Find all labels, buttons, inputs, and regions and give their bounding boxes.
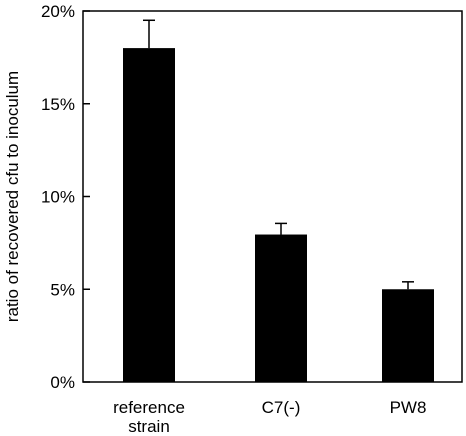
x-category-label-line: C7(-) [262, 398, 301, 417]
y-tick-label: 20% [41, 2, 75, 21]
y-tick-label: 10% [41, 188, 75, 207]
x-category-label-line: reference [113, 398, 185, 417]
bars-layer [123, 48, 434, 382]
x-category-label: C7(-) [262, 398, 301, 417]
y-tick-label: 5% [50, 280, 75, 299]
y-axis-title: ratio of recovered cfu to inoculum [3, 71, 22, 322]
x-category-label-line: strain [128, 417, 170, 436]
x-category-label-line: PW8 [390, 398, 427, 417]
x-category-label: reference strain [113, 398, 185, 436]
x-axis-labels: reference strain C7(-) PW8 [113, 398, 426, 436]
bar [382, 289, 434, 382]
bar [123, 48, 175, 382]
bar [255, 234, 307, 382]
error-bars-layer [143, 19, 414, 290]
y-tick-label: 0% [50, 373, 75, 392]
y-axis-ticks: 0% 5% 10% 15% 20% [41, 2, 90, 392]
y-tick-label: 15% [41, 95, 75, 114]
x-category-label: PW8 [390, 398, 427, 417]
